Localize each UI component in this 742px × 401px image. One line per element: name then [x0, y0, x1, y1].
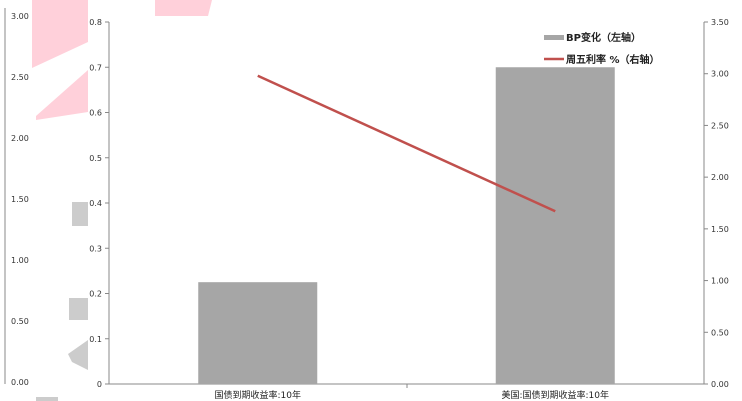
right-tick-label: 1.50: [711, 225, 729, 234]
ghost-left-axis-ticks: 0.00 0.50 1.00 1.50 2.00 2.50 3.00: [11, 12, 29, 387]
right-tick-label: 2.50: [711, 121, 729, 130]
cropped-adjacent-chart: 0.000.501.001.502.002.503.00: [4, 0, 212, 401]
bar-series: [198, 67, 615, 384]
right-tick-label: 1.00: [711, 277, 729, 286]
left-tick-label: 0.1: [89, 335, 102, 344]
left-tick-label: 0: [97, 380, 102, 389]
left-tick-label: 0.3: [89, 244, 102, 253]
bar: [198, 282, 318, 384]
legend-swatch-bar: [544, 35, 564, 40]
legend-item-bar: BP变化（左轴）: [544, 31, 641, 44]
line-path: [257, 74, 556, 213]
right-tick-label: 0.00: [711, 380, 729, 389]
ghost-pink-shape-mid: [36, 70, 88, 120]
line-series: [257, 74, 556, 213]
left-y-axis-ticks: 0 0.1 0.2 0.3 0.4 0.5 0.6 0.7 0.8: [89, 18, 109, 389]
ghost-tick-label: 1.50: [11, 195, 29, 204]
legend-label-bar: BP变化（左轴）: [566, 31, 641, 44]
left-tick-label: 0.4: [89, 199, 102, 208]
left-tick-label: 0.8: [89, 18, 102, 27]
left-tick-label: 0.2: [89, 290, 102, 299]
legend-item-line: 周五利率 %（右轴）: [544, 53, 660, 66]
ghost-tick-label: 1.00: [11, 256, 29, 265]
right-y-axis-ticks: 0.00 0.50 1.00 1.50 2.00 2.50 3.00 3.50: [704, 18, 729, 389]
legend: BP变化（左轴） 周五利率 %（右轴）: [544, 31, 660, 66]
x-axis-category-labels: 国债到期收益率:10年 美国:国债到期收益率:10年: [215, 389, 610, 401]
ghost-tick-label: 2.00: [11, 134, 29, 143]
ghost-tick-label: 0.50: [11, 317, 29, 326]
left-tick-label: 0.5: [89, 154, 102, 163]
ghost-pink-shape-top-right: [155, 0, 212, 16]
right-tick-label: 3.50: [711, 18, 729, 27]
ghost-grey-block-4: [36, 397, 58, 401]
ghost-tick-label: 2.50: [11, 73, 29, 82]
ghost-grey-block-2: [69, 298, 88, 320]
ghost-tick-label: 0.00: [11, 378, 29, 387]
ghost-pink-shape-top: [32, 0, 88, 68]
category-label: 美国:国债到期收益率:10年: [501, 389, 609, 401]
left-tick-label: 0.6: [89, 109, 102, 118]
bar: [495, 67, 615, 384]
left-tick-label: 0.7: [89, 63, 102, 72]
ghost-grey-block-3: [68, 340, 88, 370]
category-label: 国债到期收益率:10年: [215, 389, 302, 401]
ghost-tick-label: 3.00: [11, 12, 29, 21]
ghost-grey-block-1: [72, 202, 88, 226]
right-tick-label: 3.00: [711, 70, 729, 79]
legend-label-line: 周五利率 %（右轴）: [566, 53, 660, 66]
right-tick-label: 2.00: [711, 173, 729, 182]
right-tick-label: 0.50: [711, 328, 729, 337]
